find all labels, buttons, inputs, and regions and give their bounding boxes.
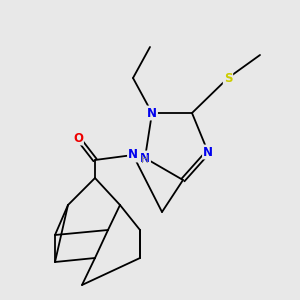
Text: O: O bbox=[73, 131, 83, 145]
Text: N: N bbox=[140, 152, 150, 164]
Text: N: N bbox=[128, 148, 138, 161]
Text: N: N bbox=[147, 106, 157, 119]
Text: N: N bbox=[203, 146, 213, 158]
Text: S: S bbox=[224, 71, 232, 85]
Text: H: H bbox=[140, 154, 148, 164]
